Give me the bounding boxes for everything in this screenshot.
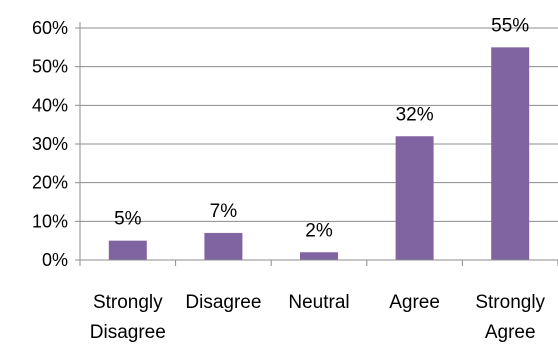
category-label: Neutral <box>288 292 349 313</box>
y-tick-label: 50% <box>32 57 68 77</box>
y-tick-label: 20% <box>32 173 68 193</box>
category-label: Agree <box>389 292 440 313</box>
y-axis-ticks: 0% 10% 20% 30% 40% 50% 60% <box>32 18 81 270</box>
data-label: 32% <box>396 104 434 125</box>
category-label: Strongly <box>475 292 545 313</box>
category-label: Disagree <box>90 322 166 343</box>
y-tick-label: 40% <box>32 95 68 115</box>
data-label: 55% <box>491 15 529 36</box>
bar <box>108 240 147 260</box>
x-axis <box>79 259 558 266</box>
bars <box>108 47 530 261</box>
y-tick-label: 60% <box>32 18 68 38</box>
category-label: Strongly <box>93 292 163 313</box>
y-tick-label: 10% <box>32 211 68 231</box>
data-label: 7% <box>210 201 238 222</box>
data-labels: 5% 7% 2% 32% 55% <box>114 15 529 241</box>
category-labels: Strongly Disagree Disagree Neutral Agree Stro… <box>90 292 546 343</box>
data-label: 2% <box>305 220 333 241</box>
bar <box>204 232 243 260</box>
bar <box>395 136 434 260</box>
y-tick-label: 30% <box>32 134 68 154</box>
category-label: Disagree <box>185 292 261 313</box>
gridlines <box>80 27 558 222</box>
bar <box>491 47 530 261</box>
category-label: Agree <box>485 322 536 343</box>
bar <box>300 252 338 260</box>
y-tick-label: 0% <box>42 250 68 270</box>
data-label: 5% <box>114 209 142 230</box>
